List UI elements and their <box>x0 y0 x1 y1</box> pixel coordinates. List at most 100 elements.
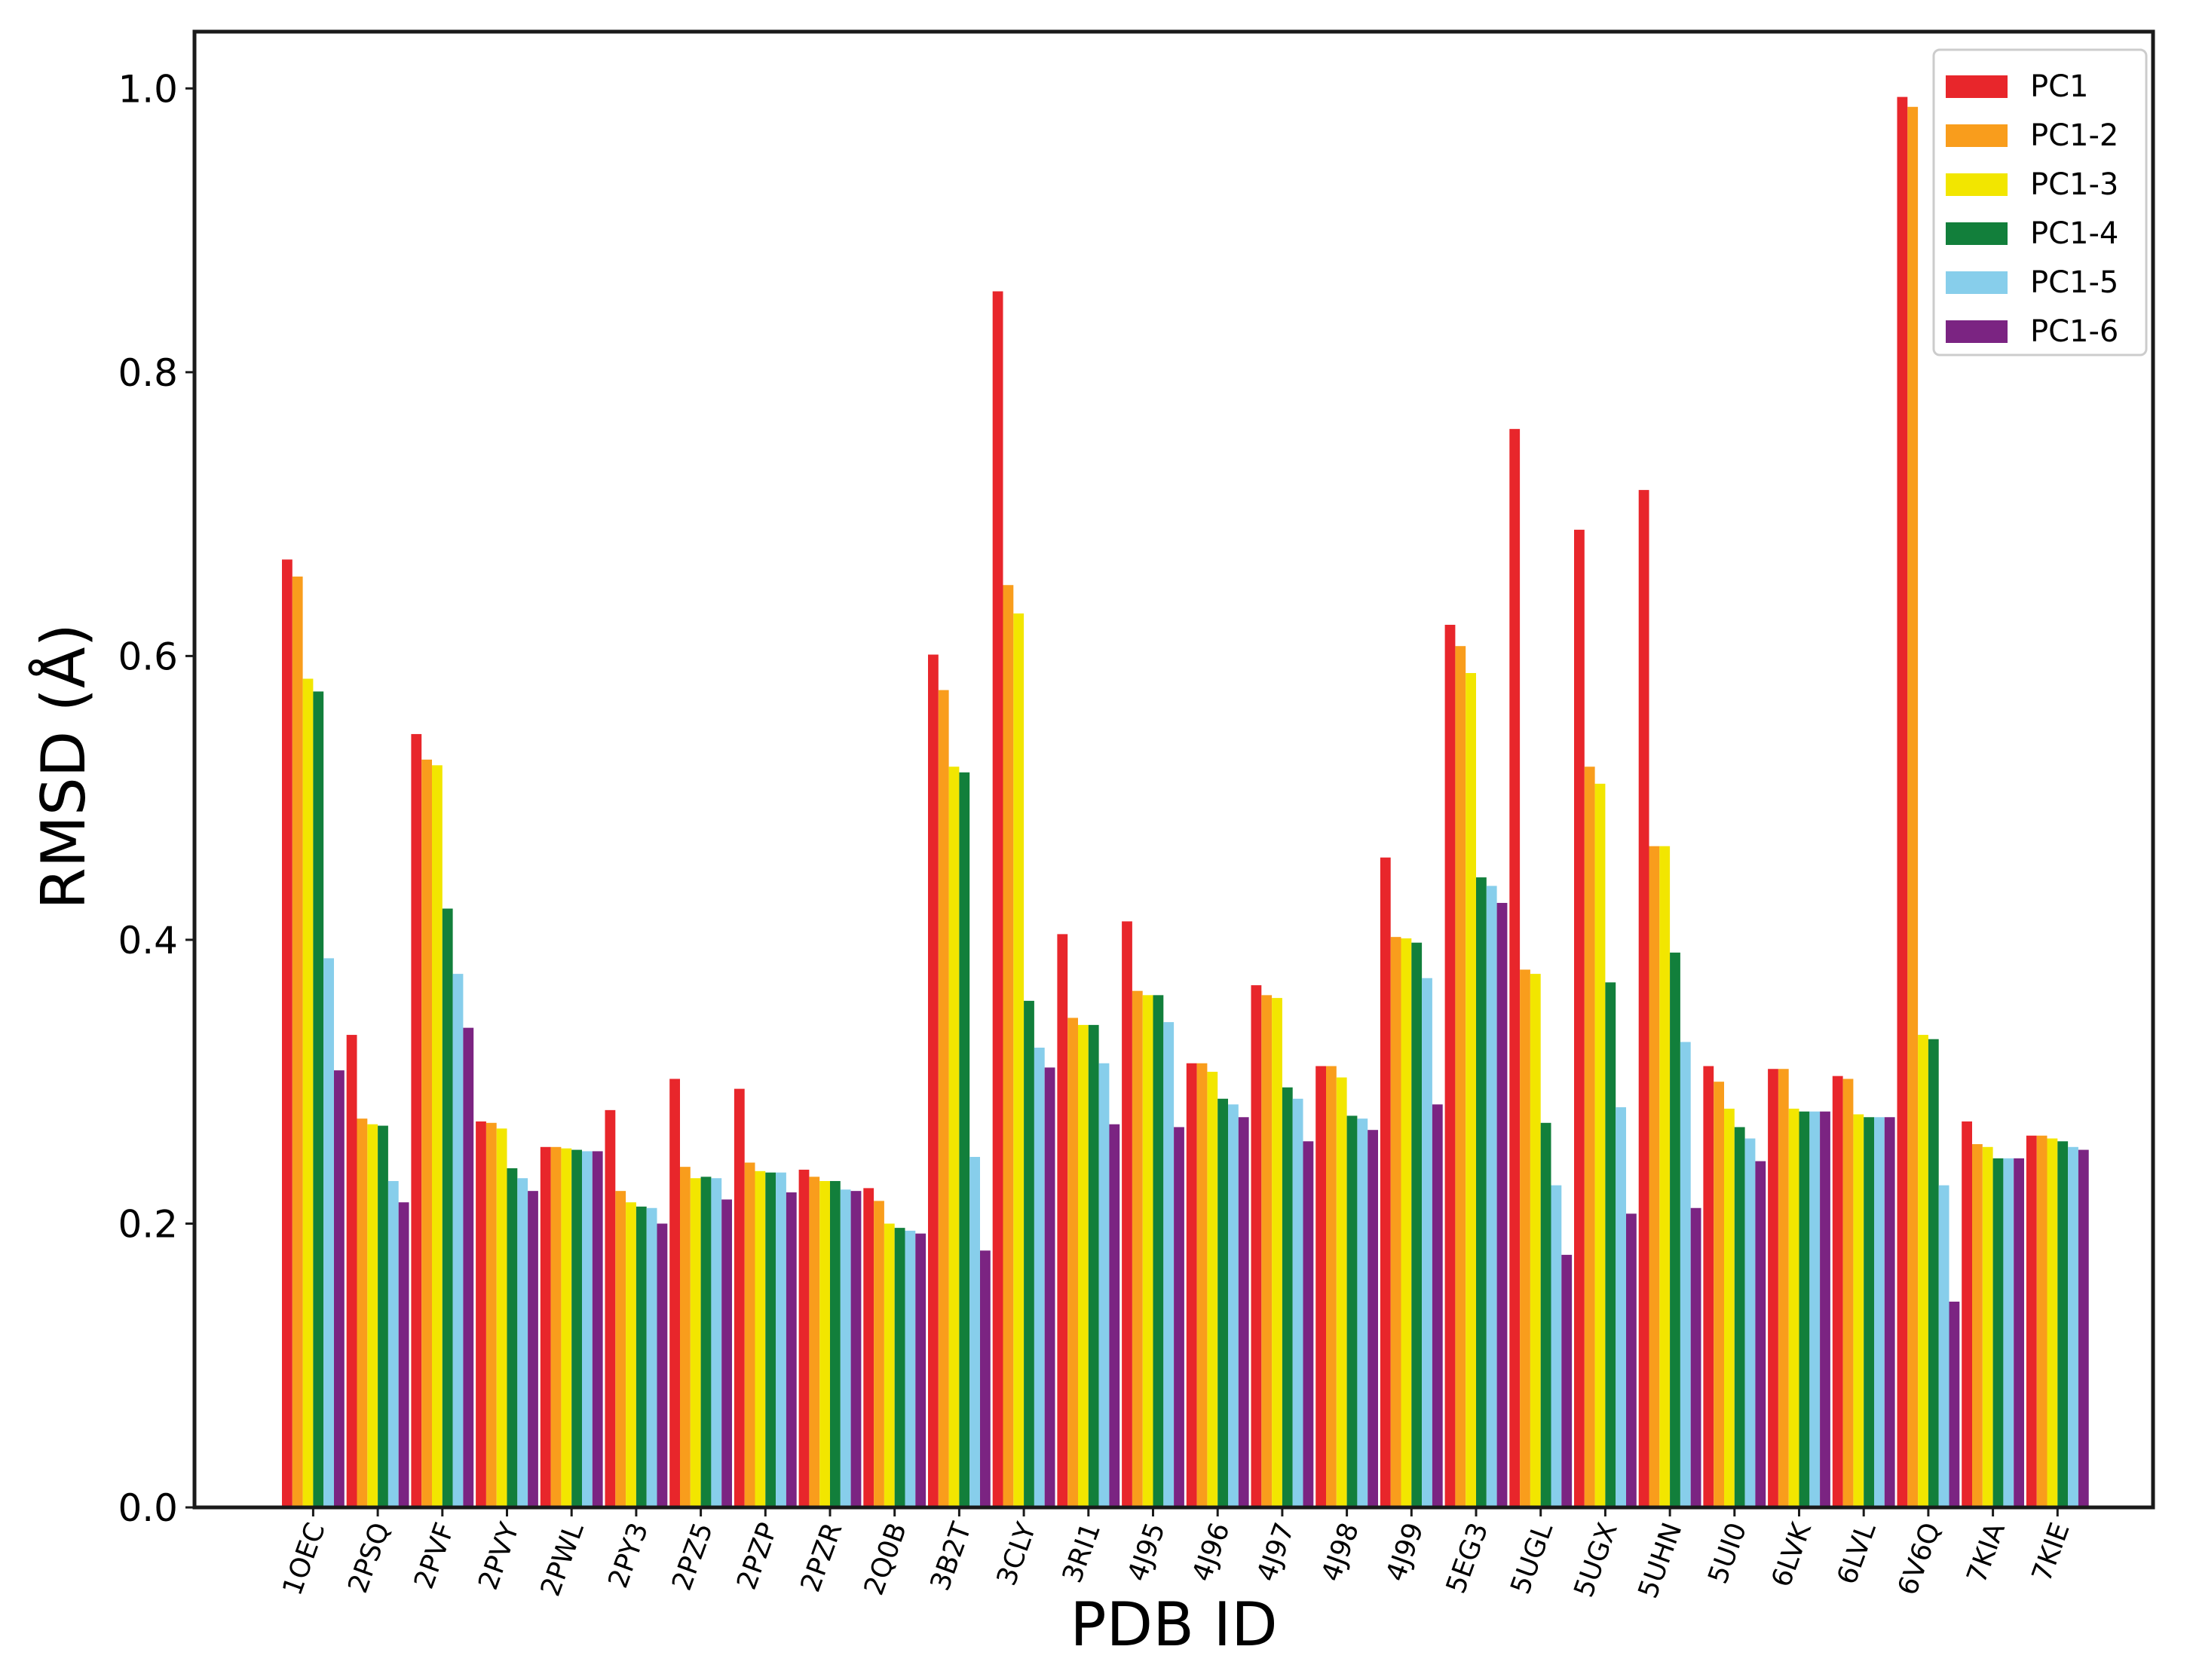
bar-4j97-pc1-2 <box>1261 995 1273 1507</box>
bar-3cly-pc1-3 <box>1013 613 1025 1507</box>
bar-6lvl-pc1-2 <box>1842 1079 1854 1507</box>
bar-5ui0-pc1-4 <box>1734 1127 1745 1507</box>
bar-2pvy-pc1-6 <box>528 1191 538 1507</box>
legend-swatch-pc1-4 <box>1946 222 2008 245</box>
bar-2py3-pc1 <box>605 1109 616 1507</box>
bar-4j96-pc1 <box>1186 1063 1197 1507</box>
bar-3cly-pc1 <box>992 291 1003 1507</box>
bar-5eg3-pc1 <box>1444 624 1456 1507</box>
bar-5eg3-pc1-4 <box>1476 877 1487 1507</box>
bar-2pzr-pc1 <box>798 1169 810 1507</box>
bar-2pwl-pc1-6 <box>592 1151 603 1507</box>
bar-5uhn-pc1-3 <box>1659 846 1671 1507</box>
bar-5ugl-pc1-4 <box>1540 1122 1551 1507</box>
bar-3b2t-pc1-2 <box>938 690 949 1507</box>
bar-2pvf-pc1-3 <box>432 765 443 1507</box>
legend-swatch-pc1-3 <box>1946 173 2008 196</box>
bar-3b2t-pc1-4 <box>959 772 970 1507</box>
bar-4j97-pc1 <box>1251 985 1262 1507</box>
bar-2py3-pc1-2 <box>615 1191 626 1507</box>
bar-2py3-pc1-3 <box>626 1202 636 1507</box>
bar-3cly-pc1-2 <box>1003 585 1014 1507</box>
bar-7kie-pc1-3 <box>2047 1138 2058 1507</box>
bar-2pzp-pc1-4 <box>765 1172 776 1507</box>
bar-2pvy-pc1-3 <box>496 1128 507 1507</box>
bar-2q0b-pc1-3 <box>884 1223 895 1507</box>
bar-1oec-pc1-3 <box>302 678 314 1507</box>
y-tick-label: 0.4 <box>118 919 178 962</box>
bar-4j97-pc1-5 <box>1292 1098 1303 1507</box>
bar-2py3-pc1-6 <box>657 1223 668 1507</box>
bar-3ri1-pc1 <box>1057 934 1068 1507</box>
bar-7kia-pc1-2 <box>1972 1144 1983 1507</box>
bar-2pzp-pc1-2 <box>744 1162 755 1507</box>
bar-2psq-pc1-6 <box>398 1202 409 1507</box>
bar-2pwl-pc1-3 <box>561 1148 572 1507</box>
bar-2pzr-pc1-6 <box>850 1191 862 1507</box>
bar-6lvl-pc1-3 <box>1853 1114 1864 1507</box>
bar-2pz5-pc1-5 <box>711 1178 722 1507</box>
bar-2pvy-pc1-5 <box>517 1178 528 1507</box>
y-axis-title: RMSD (Å) <box>28 623 99 910</box>
bar-3ri1-pc1-2 <box>1067 1017 1078 1507</box>
bar-2pzp-pc1-6 <box>786 1192 797 1507</box>
legend-swatch-pc1 <box>1946 75 2008 98</box>
bar-5ugl-pc1-5 <box>1551 1185 1562 1507</box>
bar-4j99-pc1-2 <box>1390 937 1401 1507</box>
bar-2pvf-pc1-2 <box>421 759 432 1507</box>
bar-2py3-pc1-5 <box>646 1207 657 1507</box>
bar-4j99-pc1-6 <box>1432 1104 1443 1507</box>
bar-2pwl-pc1-5 <box>582 1151 593 1507</box>
bar-2pvf-pc1-5 <box>452 974 464 1507</box>
bar-6v6q-pc1-4 <box>1928 1039 1939 1507</box>
bar-2pzp-pc1-5 <box>776 1172 786 1507</box>
bar-2pvy-pc1-2 <box>485 1122 497 1507</box>
bar-5eg3-pc1-5 <box>1486 886 1497 1507</box>
bar-4j98-pc1-6 <box>1368 1130 1378 1507</box>
bar-2psq-pc1-5 <box>387 1180 399 1507</box>
bar-2pvy-pc1-4 <box>507 1168 518 1507</box>
bar-5uhn-pc1 <box>1638 490 1649 1507</box>
bar-4j95-pc1-3 <box>1142 995 1153 1507</box>
bar-7kie-pc1-5 <box>2068 1146 2078 1507</box>
y-tick-label: 0.0 <box>118 1486 178 1530</box>
bar-2pz5-pc1-3 <box>690 1178 701 1507</box>
bar-4j99-pc1 <box>1380 857 1391 1507</box>
bar-2pwl-pc1-2 <box>550 1146 562 1507</box>
bar-6lvk-pc1-5 <box>1809 1111 1821 1507</box>
bar-3ri1-pc1-3 <box>1078 1024 1089 1507</box>
legend-swatch-pc1-2 <box>1946 124 2008 147</box>
bar-4j96-pc1-3 <box>1207 1072 1218 1507</box>
bar-5ugx-pc1-4 <box>1605 982 1616 1507</box>
bar-4j96-pc1-6 <box>1238 1117 1249 1507</box>
bar-5ugx-pc1 <box>1574 529 1585 1507</box>
bar-6lvl-pc1-6 <box>1884 1117 1895 1507</box>
bars-group <box>282 96 2089 1508</box>
bar-4j99-pc1-4 <box>1411 942 1423 1507</box>
bar-4j97-pc1-4 <box>1282 1087 1293 1507</box>
legend-label-pc1-3: PC1-3 <box>2030 167 2118 202</box>
bar-2psq-pc1-2 <box>357 1118 368 1507</box>
bar-4j99-pc1-3 <box>1401 938 1412 1507</box>
bar-5ugl-pc1 <box>1509 429 1521 1507</box>
bar-6v6q-pc1-2 <box>1907 106 1919 1507</box>
legend-label-pc1-6: PC1-6 <box>2030 314 2118 349</box>
bar-3cly-pc1-6 <box>1044 1067 1055 1507</box>
plot-frame <box>192 29 2155 1510</box>
bar-4j96-pc1-4 <box>1217 1098 1228 1507</box>
legend-label-pc1: PC1 <box>2030 69 2089 104</box>
bar-1oec-pc1-4 <box>313 691 324 1508</box>
bar-3b2t-pc1-3 <box>948 767 960 1507</box>
y-axis-ticks: 0.0 0.2 0.4 0.6 0.8 1.0 <box>118 67 194 1530</box>
legend-label-pc1-5: PC1-5 <box>2030 265 2118 300</box>
bar-4j98-pc1-3 <box>1336 1077 1347 1507</box>
bar-1oec-pc1 <box>282 559 293 1507</box>
bar-2pvf-pc1-4 <box>442 908 453 1507</box>
bar-6lvl-pc1-4 <box>1864 1117 1874 1507</box>
bar-2pwl-pc1 <box>540 1146 551 1507</box>
y-tick-label: 1.0 <box>118 67 178 111</box>
bar-6lvk-pc1-2 <box>1778 1069 1789 1507</box>
bar-3ri1-pc1-6 <box>1109 1124 1120 1507</box>
bar-5ui0-pc1-6 <box>1755 1161 1766 1507</box>
bar-6v6q-pc1 <box>1897 96 1908 1508</box>
